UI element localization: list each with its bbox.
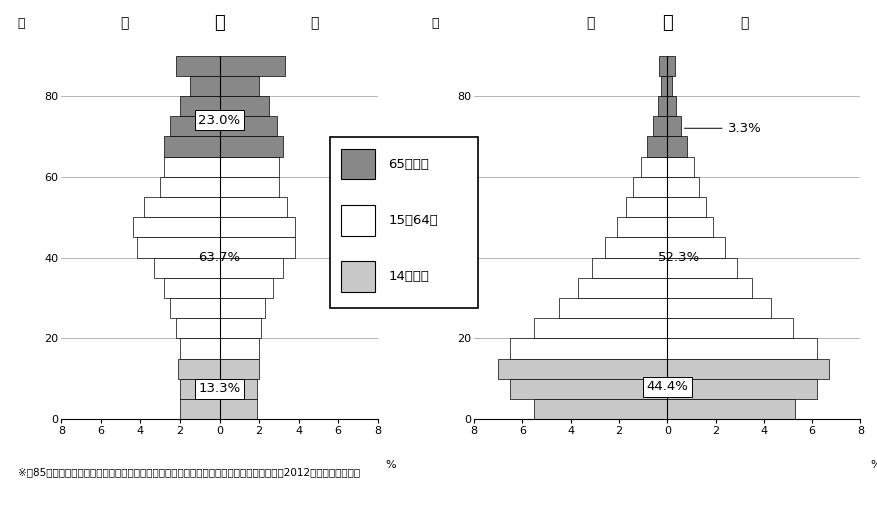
Bar (219, 298, 265, 318)
Bar (658, 56, 667, 76)
Bar (667, 359, 828, 379)
Text: 23.0%: 23.0% (198, 114, 240, 127)
Bar (219, 96, 268, 116)
Bar (510, 379, 667, 399)
Bar (558, 298, 667, 318)
Bar (667, 116, 680, 136)
Bar (219, 56, 284, 76)
Bar (534, 399, 667, 419)
Bar (632, 177, 667, 197)
Bar (577, 278, 667, 298)
Bar (219, 76, 259, 96)
Bar (652, 116, 667, 136)
Bar (603, 237, 667, 258)
Bar (164, 278, 219, 298)
Text: 14歳以下: 14歳以下 (388, 270, 429, 283)
Bar (497, 359, 667, 379)
Bar (219, 237, 295, 258)
Bar (667, 96, 675, 116)
Bar (667, 399, 795, 419)
Title: イ: イ (661, 14, 672, 32)
Text: %: % (869, 460, 877, 470)
Text: 女: 女 (310, 16, 318, 30)
Bar (667, 197, 705, 217)
Bar (145, 197, 219, 217)
Bar (219, 136, 282, 157)
Bar (667, 76, 671, 96)
Bar (667, 258, 737, 278)
Bar (667, 177, 698, 197)
Bar (189, 76, 219, 96)
Text: 52.3%: 52.3% (658, 251, 700, 264)
Bar (667, 157, 693, 177)
Bar (219, 177, 279, 197)
Bar (175, 318, 219, 338)
Bar (180, 338, 219, 359)
Bar (667, 338, 816, 359)
Bar (592, 258, 667, 278)
Bar (219, 197, 287, 217)
Bar (667, 298, 770, 318)
Bar (219, 379, 257, 399)
Bar (164, 136, 219, 157)
Bar (132, 217, 219, 237)
Bar (219, 359, 259, 379)
Bar (340, 205, 375, 236)
Bar (667, 237, 724, 258)
Bar (219, 278, 273, 298)
Bar (625, 197, 667, 217)
Text: ※　85歳以上の人口の割合については，まとめて表記している。（国際連合「世界人口推誈2012年版」より作成）: ※ 85歳以上の人口の割合については，まとめて表記している。（国際連合「世界人口… (18, 467, 360, 477)
Bar (178, 359, 219, 379)
Bar (219, 217, 295, 237)
Bar (340, 148, 375, 179)
Text: 歳: 歳 (18, 17, 25, 30)
Bar (534, 318, 667, 338)
Bar (180, 379, 219, 399)
Text: 44.4%: 44.4% (645, 380, 688, 393)
Bar (657, 96, 667, 116)
Bar (137, 237, 219, 258)
Text: 15～64歳: 15～64歳 (388, 214, 438, 227)
Bar (219, 157, 279, 177)
Text: 女: 女 (739, 16, 748, 30)
Text: 歳: 歳 (431, 17, 438, 30)
Bar (667, 136, 686, 157)
Bar (510, 338, 667, 359)
Bar (667, 318, 792, 338)
FancyBboxPatch shape (329, 137, 478, 308)
Bar (667, 217, 712, 237)
Text: 男: 男 (120, 16, 129, 30)
Bar (219, 258, 282, 278)
Bar (340, 261, 375, 292)
Bar (667, 278, 751, 298)
Text: 男: 男 (585, 16, 594, 30)
Text: 65歳以上: 65歳以上 (388, 158, 429, 171)
Text: 3.3%: 3.3% (684, 122, 760, 135)
Bar (219, 318, 260, 338)
Bar (616, 217, 667, 237)
Bar (170, 116, 219, 136)
Bar (160, 177, 219, 197)
Bar (175, 56, 219, 76)
Bar (219, 116, 276, 136)
Bar (660, 76, 667, 96)
Bar (646, 136, 667, 157)
Bar (667, 379, 816, 399)
Text: 13.3%: 13.3% (198, 382, 240, 395)
Bar (180, 399, 219, 419)
Bar (219, 399, 257, 419)
Text: 63.7%: 63.7% (198, 251, 240, 264)
Bar (164, 157, 219, 177)
Bar (219, 338, 259, 359)
Title: ア: ア (214, 14, 225, 32)
Bar (667, 56, 674, 76)
Text: %: % (385, 460, 396, 470)
Bar (170, 298, 219, 318)
Bar (180, 96, 219, 116)
Bar (154, 258, 219, 278)
Bar (640, 157, 667, 177)
